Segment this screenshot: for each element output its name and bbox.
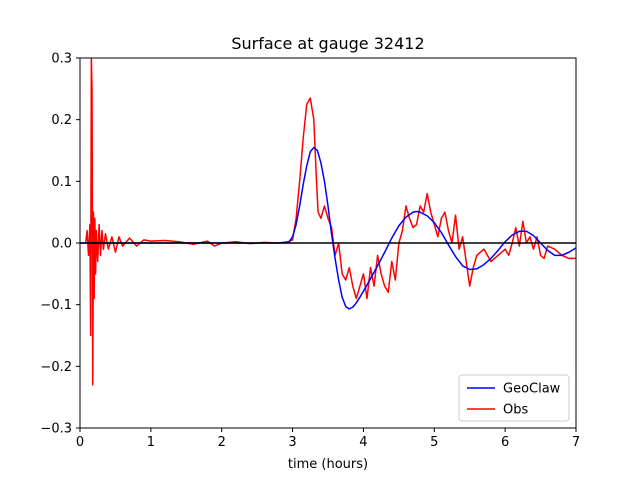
legend: GeoClaw Obs — [458, 374, 570, 422]
x-tick-label: 7 — [572, 435, 580, 450]
x-tick-label: 5 — [430, 435, 438, 450]
legend-label-obs: Obs — [503, 403, 528, 418]
x-tick-label: 0 — [76, 435, 84, 450]
x-axis-ticks: 0 1 2 3 4 5 6 7 — [76, 428, 580, 450]
x-tick-label: 6 — [501, 435, 509, 450]
y-tick-label: 0.2 — [51, 113, 72, 128]
series-line-geoclaw — [80, 146, 576, 310]
y-axis-ticks: −0.3 −0.2 −0.1 0.0 0.1 0.2 0.3 — [40, 52, 80, 437]
chart-title: Surface at gauge 32412 — [231, 34, 424, 53]
y-tick-label: 0.1 — [51, 175, 72, 190]
x-axis-label: time (hours) — [288, 457, 368, 472]
legend-label-geoclaw: GeoClaw — [503, 382, 561, 397]
y-tick-label: −0.3 — [40, 422, 72, 437]
series-line-obs — [84, 58, 576, 386]
x-tick-label: 2 — [218, 435, 226, 450]
series-layer — [80, 58, 576, 386]
y-tick-label: −0.1 — [40, 298, 72, 313]
x-tick-label: 4 — [359, 435, 367, 450]
y-tick-label: 0.3 — [51, 52, 72, 67]
y-tick-label: 0.0 — [51, 237, 72, 252]
x-tick-label: 3 — [288, 435, 296, 450]
x-tick-label: 1 — [147, 435, 155, 450]
y-tick-label: −0.2 — [40, 360, 72, 375]
